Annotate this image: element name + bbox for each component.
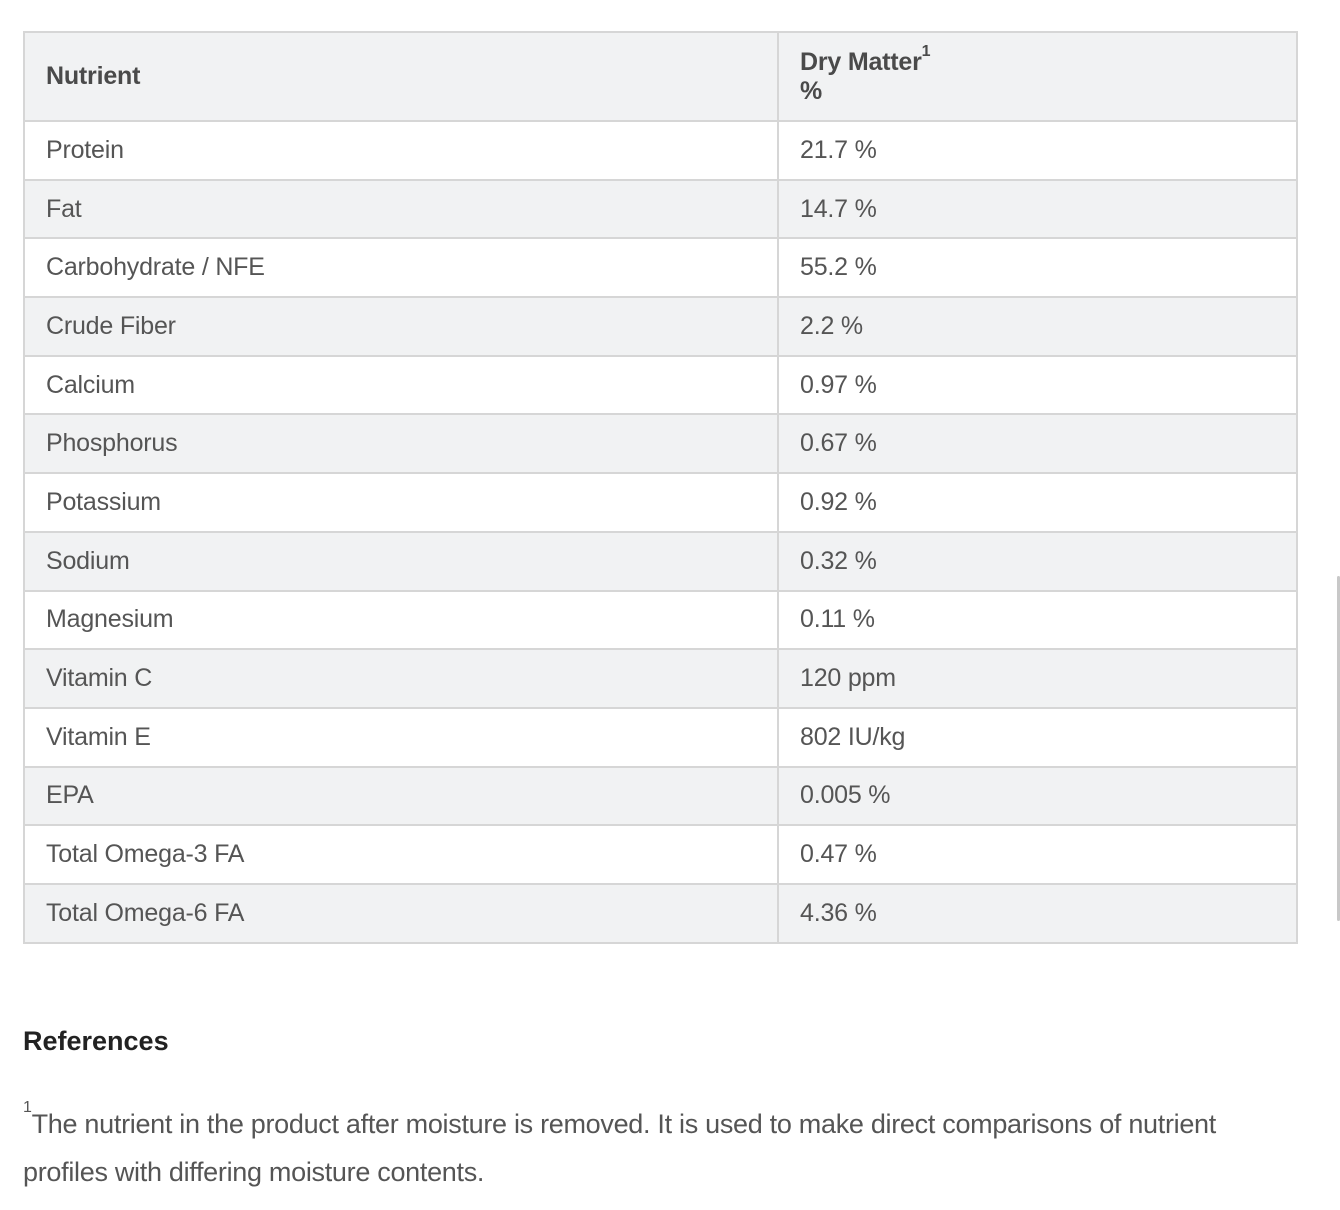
header-dry-matter-label: Dry Matter (800, 47, 922, 76)
table-row: Carbohydrate / NFE 55.2 % (23, 237, 1298, 299)
nutrient-name: Sodium (23, 530, 779, 592)
table-row: Protein 21.7 % (23, 120, 1298, 181)
references-footnote: 1The nutrient in the product after moist… (23, 1100, 1298, 1196)
nutrient-value: 0.92 % (777, 472, 1298, 533)
nutrient-value: 0.67 % (777, 413, 1298, 475)
table-row: EPA 0.005 % (23, 765, 1298, 827)
nutrient-name: Magnesium (23, 589, 779, 651)
page-scrollbar[interactable] (1337, 576, 1340, 921)
table-row: Potassium 0.92 % (23, 472, 1298, 533)
nutrient-value: 55.2 % (777, 237, 1298, 299)
header-nutrient: Nutrient (23, 31, 779, 122)
nutrient-name: Fat (23, 178, 779, 240)
table-row: Phosphorus 0.67 % (23, 413, 1298, 475)
nutrient-name: Protein (23, 120, 779, 181)
nutrient-value: 0.32 % (777, 530, 1298, 592)
nutrient-value: 0.005 % (777, 765, 1298, 827)
nutrient-name: Phosphorus (23, 413, 779, 475)
table-row: Magnesium 0.11 % (23, 589, 1298, 651)
references-heading: References (23, 1026, 169, 1056)
table-row: Fat 14.7 % (23, 178, 1298, 240)
nutrient-name: Calcium (23, 354, 779, 416)
nutrient-value: 21.7 % (777, 120, 1298, 181)
nutrient-value: 0.47 % (777, 824, 1298, 885)
table-row: Total Omega-6 FA 4.36 % (23, 882, 1298, 944)
table-row: Sodium 0.32 % (23, 530, 1298, 592)
header-dry-matter-unit: % (800, 76, 823, 105)
table-header-row: Nutrient Dry Matter1% (23, 31, 1298, 122)
table-row: Total Omega-3 FA 0.47 % (23, 824, 1298, 885)
table-row: Vitamin E 802 IU/kg (23, 706, 1298, 768)
nutrient-value: 4.36 % (777, 882, 1298, 944)
nutrient-name: Potassium (23, 472, 779, 533)
nutrient-value: 0.11 % (777, 589, 1298, 651)
nutrient-value: 0.97 % (777, 354, 1298, 416)
nutrient-name: EPA (23, 765, 779, 827)
footnote-text: The nutrient in the product after moistu… (23, 1109, 1216, 1187)
nutrient-value: 120 ppm (777, 648, 1298, 709)
nutrient-name: Vitamin E (23, 706, 779, 768)
table-row: Crude Fiber 2.2 % (23, 296, 1298, 357)
nutrient-name: Total Omega-3 FA (23, 824, 779, 885)
footnote-marker: 1 (23, 1099, 32, 1116)
table-row: Vitamin C 120 ppm (23, 648, 1298, 709)
nutrient-value: 2.2 % (777, 296, 1298, 357)
nutrient-value: 14.7 % (777, 178, 1298, 240)
nutrient-name: Crude Fiber (23, 296, 779, 357)
nutrient-name: Total Omega-6 FA (23, 882, 779, 944)
nutrient-table: Nutrient Dry Matter1% Protein 21.7 % Fat 1… (23, 31, 1298, 944)
nutrient-name: Carbohydrate / NFE (23, 237, 779, 299)
table-row: Calcium 0.97 % (23, 354, 1298, 416)
header-dry-matter: Dry Matter1% (777, 31, 1298, 122)
nutrient-name: Vitamin C (23, 648, 779, 709)
footnote-ref-link: 1 (921, 42, 931, 60)
nutrient-value: 802 IU/kg (777, 706, 1298, 768)
